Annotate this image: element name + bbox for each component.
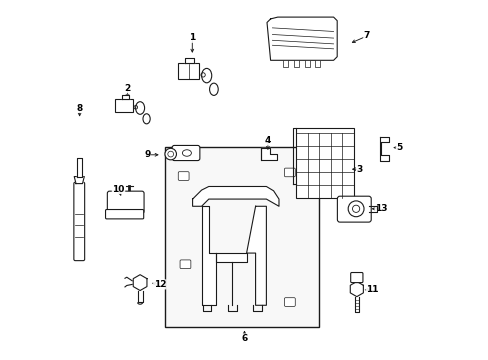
Bar: [164, 147, 319, 327]
FancyBboxPatch shape: [105, 210, 143, 219]
Polygon shape: [266, 17, 337, 60]
Bar: [295, 128, 353, 198]
Bar: [283, 60, 287, 67]
Text: 10: 10: [112, 184, 124, 194]
Polygon shape: [354, 297, 358, 312]
Polygon shape: [185, 58, 194, 63]
Polygon shape: [201, 206, 216, 305]
Text: 7: 7: [363, 31, 369, 40]
Text: 11: 11: [366, 285, 378, 294]
Polygon shape: [122, 95, 128, 99]
Polygon shape: [349, 282, 363, 297]
Bar: [293, 60, 298, 67]
Polygon shape: [115, 99, 133, 112]
Polygon shape: [192, 186, 279, 206]
Ellipse shape: [209, 83, 218, 95]
Polygon shape: [133, 275, 147, 291]
Polygon shape: [74, 176, 84, 184]
Ellipse shape: [201, 68, 211, 83]
Circle shape: [164, 148, 176, 160]
Polygon shape: [137, 291, 142, 302]
FancyBboxPatch shape: [74, 182, 84, 261]
Polygon shape: [260, 148, 276, 160]
FancyBboxPatch shape: [180, 260, 190, 269]
Text: 13: 13: [374, 204, 387, 213]
Text: 6: 6: [241, 334, 247, 343]
Polygon shape: [178, 63, 199, 79]
Ellipse shape: [135, 102, 144, 114]
Circle shape: [347, 201, 363, 217]
Ellipse shape: [142, 114, 150, 124]
Text: 3: 3: [356, 165, 362, 174]
Text: 12: 12: [153, 280, 166, 289]
Text: 4: 4: [264, 136, 270, 145]
Text: 8: 8: [76, 104, 82, 112]
Bar: [304, 60, 309, 67]
Polygon shape: [246, 206, 266, 305]
Text: 9: 9: [144, 150, 150, 159]
FancyBboxPatch shape: [284, 168, 295, 177]
Polygon shape: [216, 253, 246, 262]
Polygon shape: [77, 158, 81, 176]
FancyBboxPatch shape: [284, 298, 295, 306]
FancyBboxPatch shape: [350, 273, 362, 283]
Bar: [315, 60, 320, 67]
Text: 5: 5: [395, 143, 402, 152]
FancyBboxPatch shape: [337, 196, 370, 222]
FancyBboxPatch shape: [178, 172, 189, 180]
Text: 2: 2: [124, 84, 130, 93]
FancyBboxPatch shape: [107, 191, 144, 213]
FancyBboxPatch shape: [172, 145, 200, 161]
Text: 1: 1: [189, 33, 195, 42]
Polygon shape: [379, 137, 387, 161]
